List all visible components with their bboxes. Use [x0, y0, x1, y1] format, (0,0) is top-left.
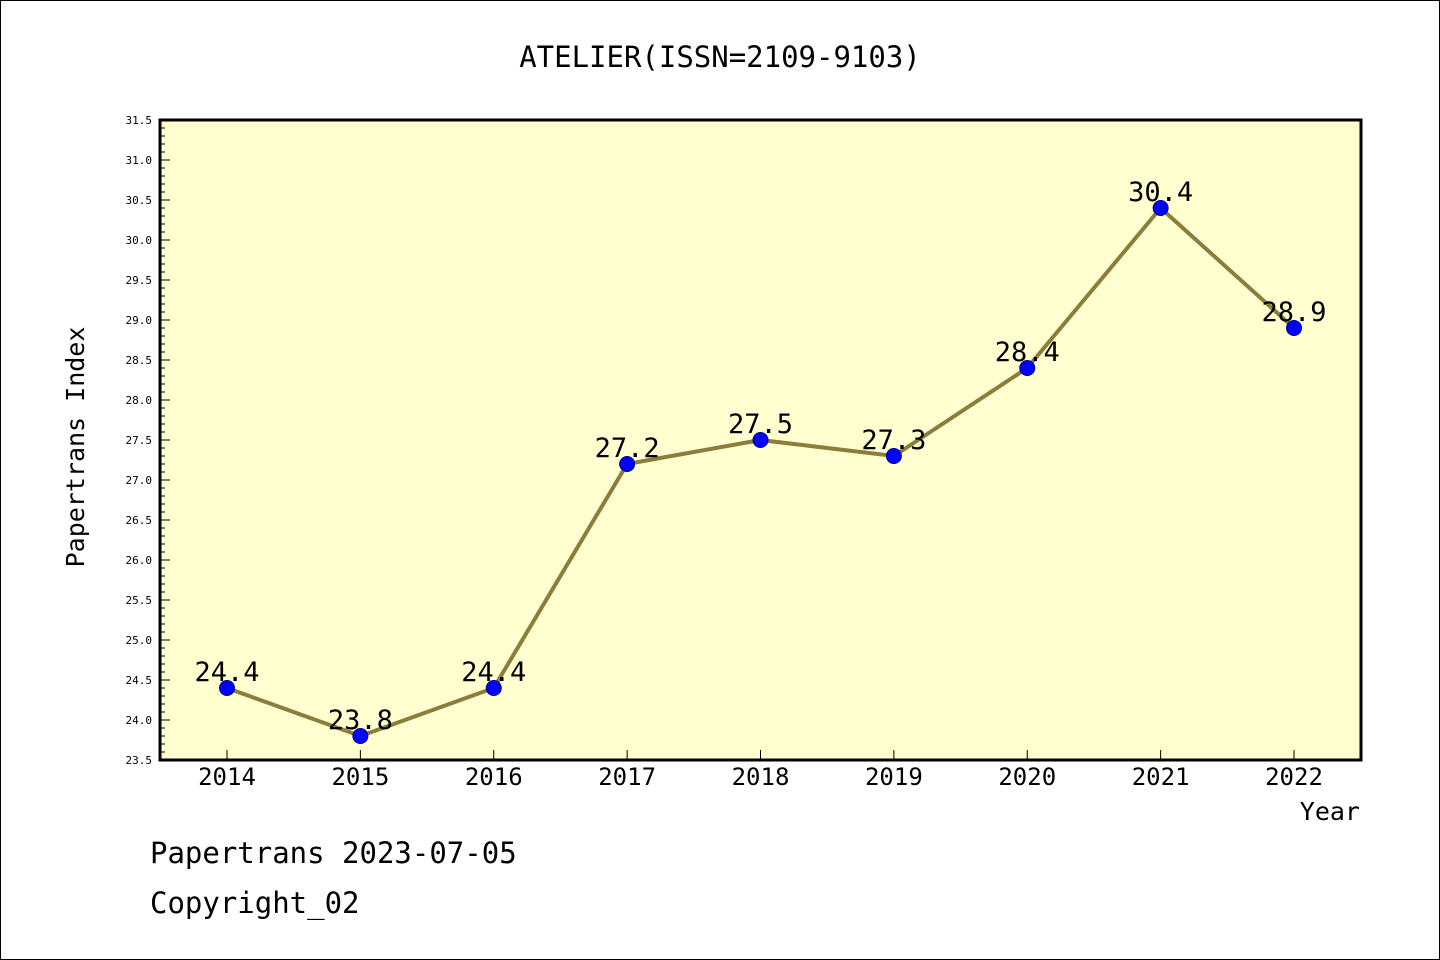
y-axis-label: Papertrans Index — [61, 327, 90, 568]
data-point — [885, 448, 902, 464]
data-label: 27.3 — [861, 425, 926, 456]
data-point — [352, 728, 369, 744]
y-tick-label: 26.5 — [126, 514, 153, 527]
x-tick-label: 2018 — [732, 763, 790, 791]
y-tick-label: 31.5 — [126, 114, 153, 127]
data-label: 28.4 — [995, 337, 1060, 368]
data-label: 27.2 — [595, 433, 660, 464]
x-tick-label: 2017 — [598, 763, 656, 791]
x-ticks: 2014 2015 2016 2017 2018 2019 2020 2021 2022 — [198, 750, 1323, 791]
footer-copyright: Copyright_02 — [150, 886, 360, 920]
y-major-ticks: 23.5 24.0 24.5 25.0 25.5 26.0 26.5 27.0 27.5 28.0… — [126, 114, 170, 767]
data-label: 28.9 — [1261, 297, 1326, 328]
series-layer: 24.4 23.8 24.4 27.2 27.5 27.3 28.4 30.4 28.9 — [194, 177, 1327, 744]
y-tick-label: 30.0 — [126, 234, 153, 247]
data-point — [1286, 320, 1302, 336]
y-tick-label: 28.5 — [126, 354, 153, 367]
y-tick-label: 27.0 — [126, 474, 153, 487]
data-point — [752, 432, 769, 448]
y-tick-label: 28.0 — [126, 394, 153, 407]
footer-date: Papertrans 2023-07-05 — [150, 836, 517, 870]
y-tick-label: 24.5 — [126, 674, 153, 687]
y-tick-label: 24.0 — [126, 714, 153, 727]
x-tick-label: 2021 — [1132, 763, 1190, 791]
x-tick-label: 2019 — [865, 763, 923, 791]
x-tick-label: 2022 — [1265, 763, 1323, 791]
data-label: 27.5 — [728, 409, 793, 440]
x-axis-label: Year — [1300, 797, 1360, 826]
data-point — [219, 680, 235, 696]
plot-border — [158, 118, 1363, 762]
x-tick-label: 2014 — [198, 763, 256, 791]
data-label: 23.8 — [328, 705, 393, 736]
y-tick-label: 27.5 — [126, 434, 153, 447]
y-tick-label: 25.0 — [126, 634, 153, 647]
data-point — [619, 456, 636, 472]
y-tick-label: 26.0 — [126, 554, 153, 567]
chart-title: ATELIER(ISSN=2109-9103) — [519, 40, 921, 74]
data-point — [485, 680, 502, 696]
y-tick-label: 25.5 — [126, 594, 153, 607]
x-tick-label: 2016 — [465, 763, 523, 791]
y-tick-label: 30.5 — [126, 194, 153, 207]
y-tick-label: 31.0 — [126, 154, 153, 167]
data-label: 24.4 — [461, 657, 526, 688]
y-tick-label: 29.0 — [126, 314, 153, 327]
data-point — [1019, 360, 1036, 376]
x-tick-label: 2020 — [998, 763, 1056, 791]
data-label: 30.4 — [1128, 177, 1193, 208]
y-tick-label: 29.5 — [126, 274, 153, 287]
data-point — [1152, 200, 1169, 216]
data-label: 24.4 — [194, 657, 259, 688]
y-tick-label: 23.5 — [126, 754, 153, 767]
x-tick-label: 2015 — [331, 763, 389, 791]
